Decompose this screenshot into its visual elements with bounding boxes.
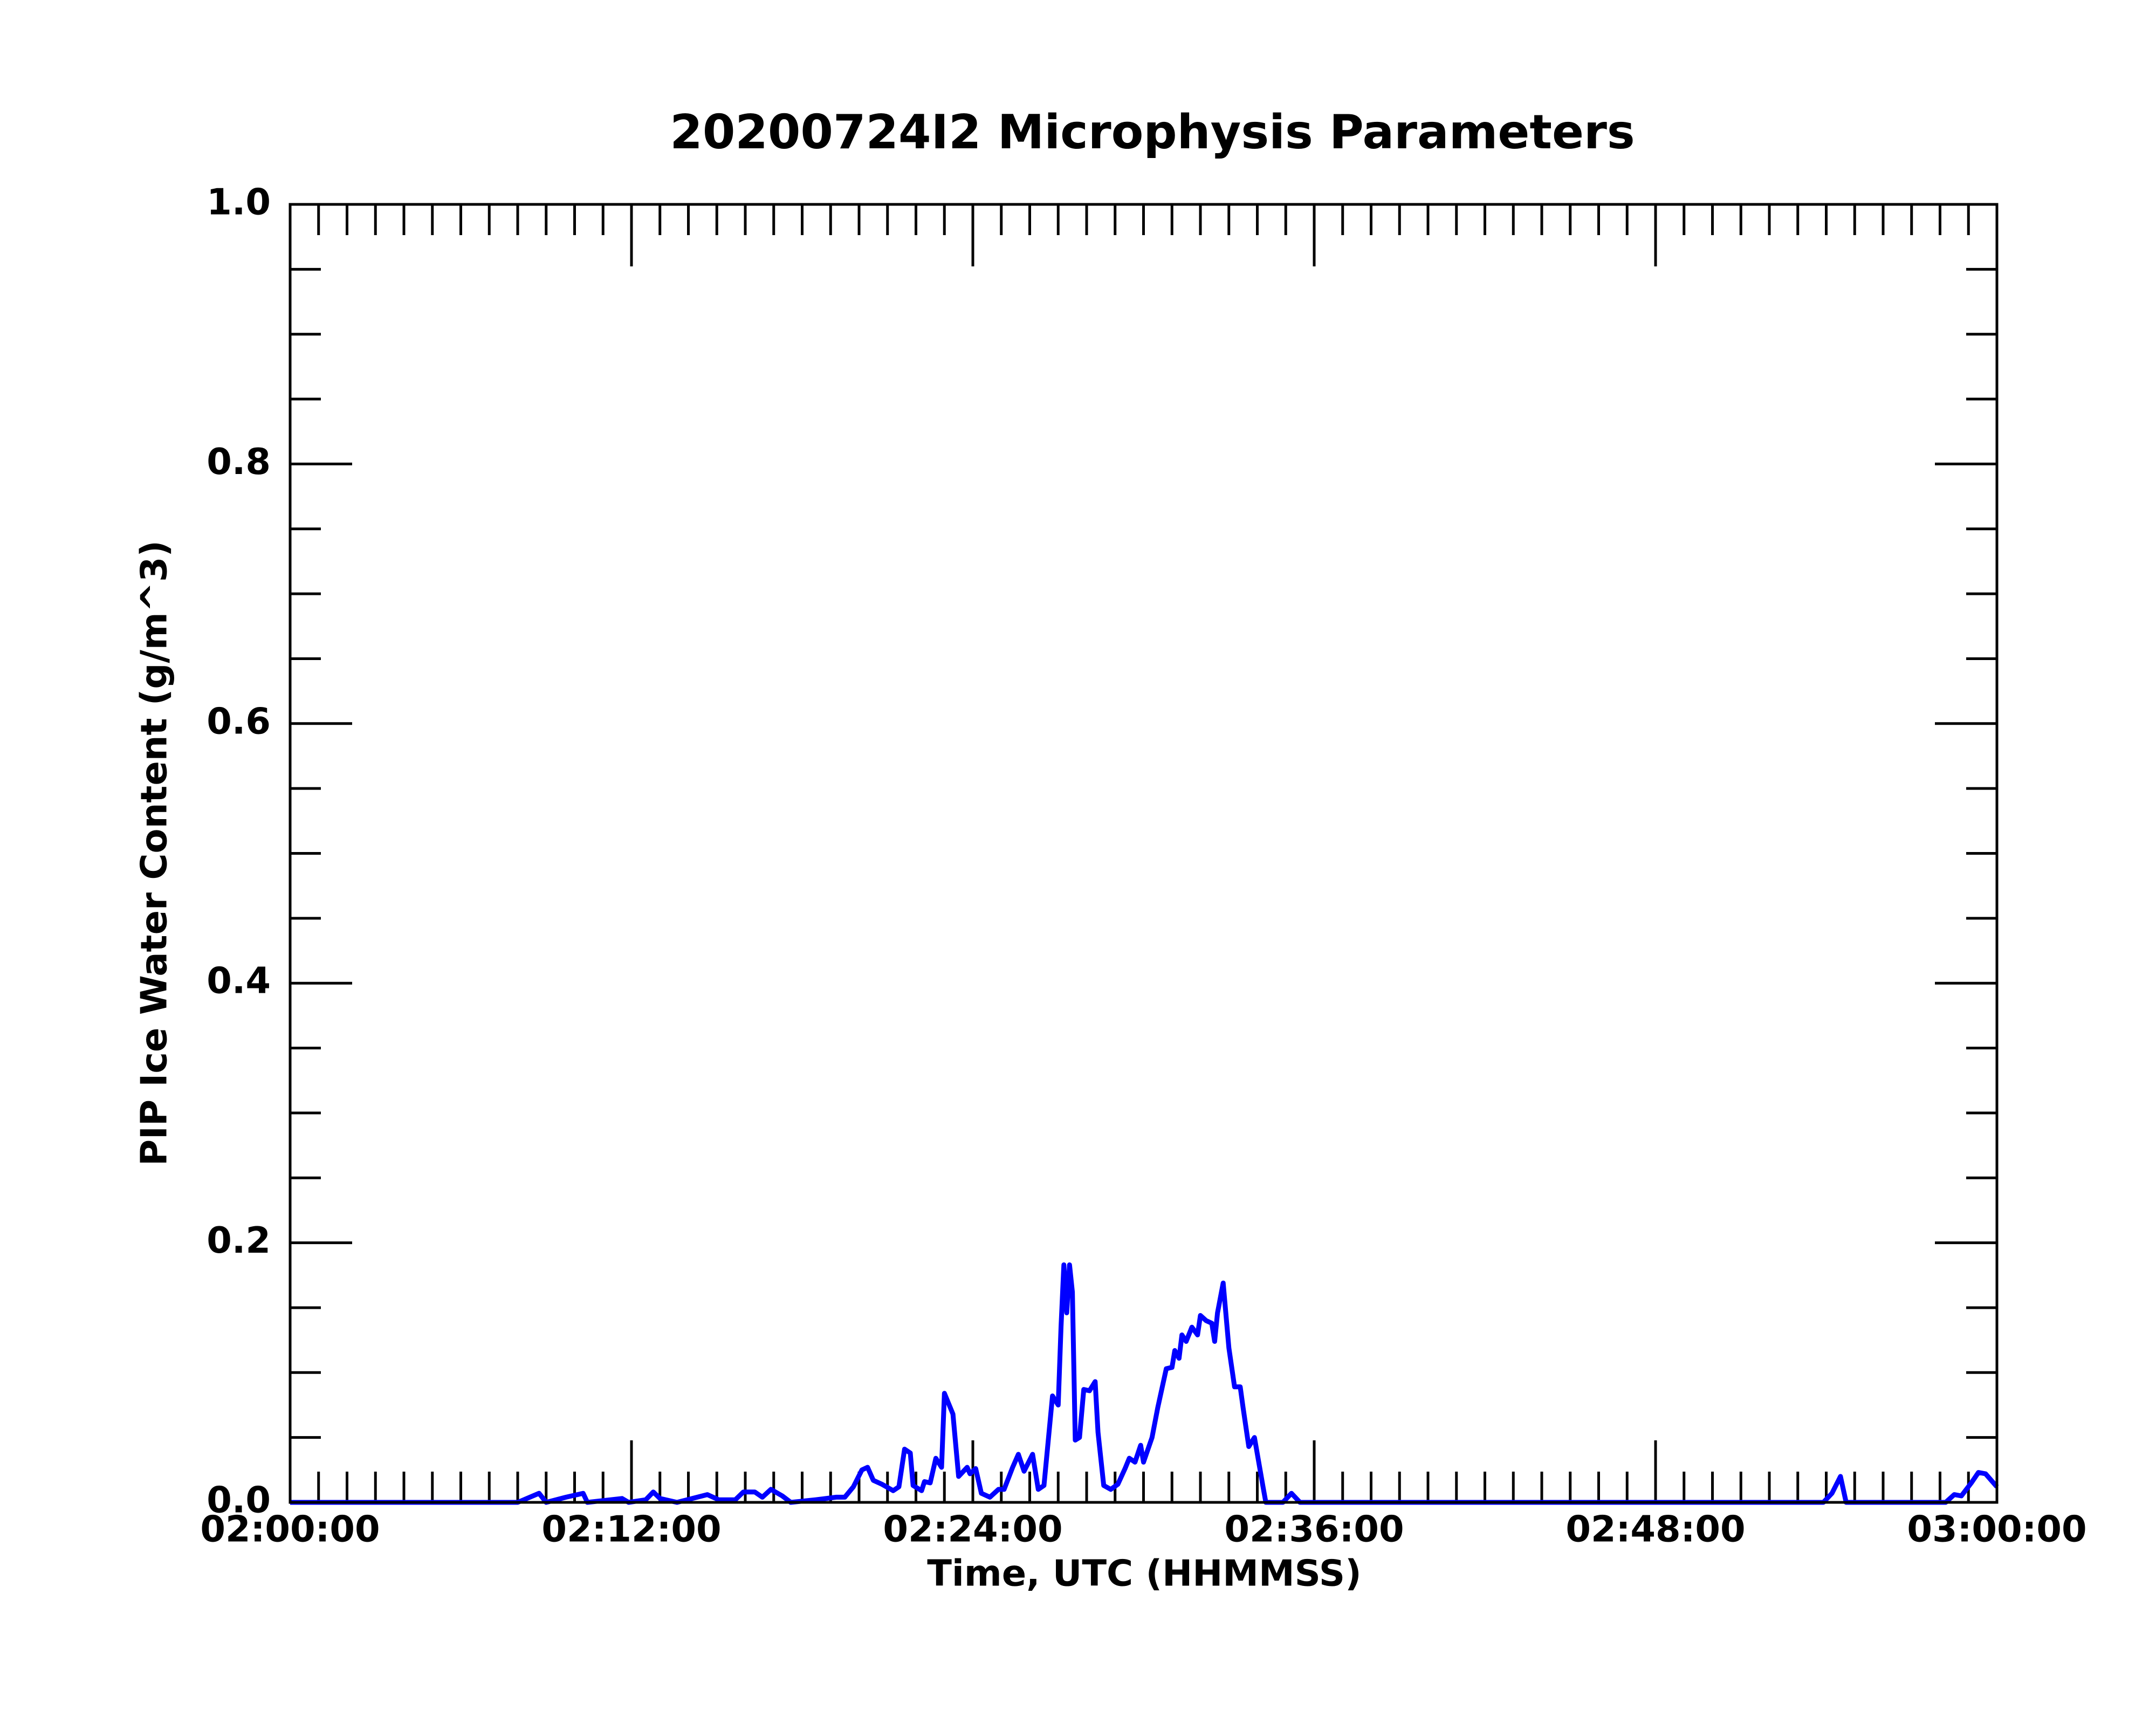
x-tick-label: 02:12:00 (541, 1508, 721, 1550)
y-tick-label: 0.6 (207, 700, 271, 742)
y-tick-label: 0.2 (207, 1219, 271, 1261)
x-tick-label: 02:36:00 (1224, 1508, 1404, 1550)
x-tick-label: 02:48:00 (1565, 1508, 1745, 1550)
y-tick-label: 0.4 (207, 960, 271, 1002)
x-tick-label: 02:24:00 (883, 1508, 1062, 1550)
x-tick-label: 02:00:00 (200, 1508, 380, 1550)
x-axis-label: Time, UTC (HHMMSS) (927, 1553, 1362, 1595)
y-axis-label: PIP Ice Water Content (g/m^3) (133, 540, 175, 1166)
y-tick-label: 0.0 (207, 1479, 271, 1521)
y-tick-label: 1.0 (207, 181, 271, 223)
y-tick-label: 0.8 (207, 441, 271, 483)
chart-title: 20200724I2 Microphysis Parameters (670, 105, 1635, 160)
x-tick-label: 03:00:00 (1907, 1508, 2086, 1550)
data-line (290, 1262, 1999, 1505)
plot-frame (289, 203, 1999, 1504)
